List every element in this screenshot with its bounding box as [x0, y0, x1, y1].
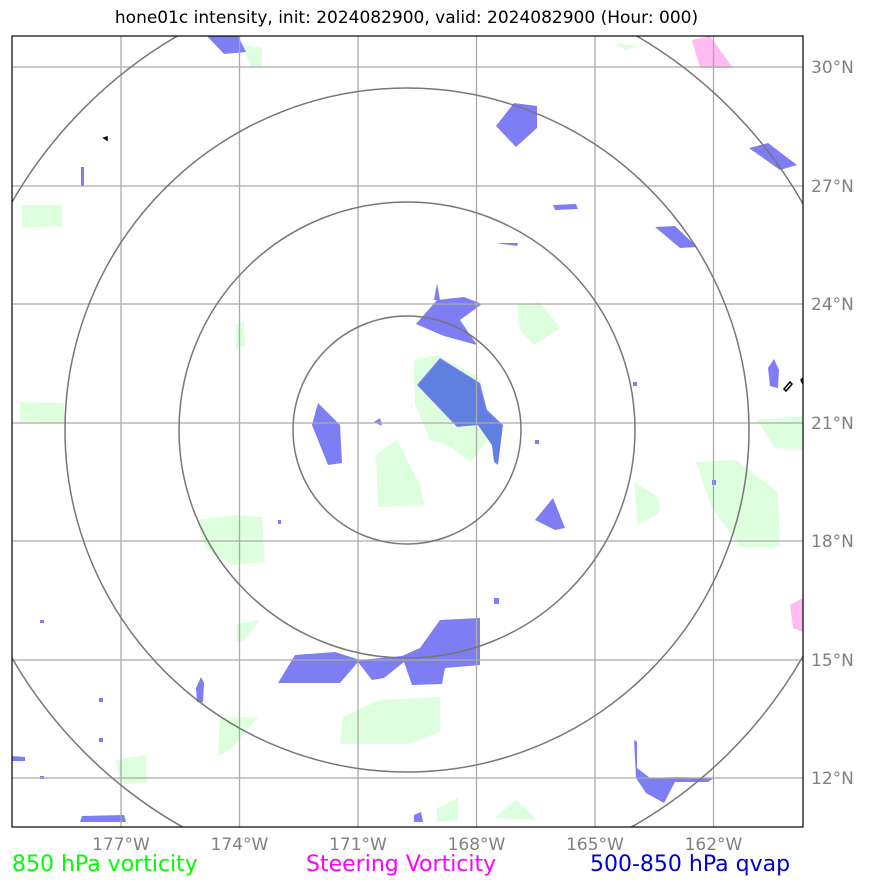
steering-vorticity-regions [692, 36, 803, 632]
lon-label: 171°W [329, 835, 387, 855]
lon-label: 174°W [211, 835, 269, 855]
map-title: hone01c intensity, init: 2024082900, val… [114, 8, 699, 28]
lat-label: 24°N [811, 295, 854, 315]
lon-label: 177°W [92, 835, 150, 855]
lon-label: 168°W [448, 835, 506, 855]
legend-steering-vorticity: Steering Vorticity [306, 852, 497, 877]
map-frame [11, 35, 804, 828]
lat-label: 15°N [811, 651, 854, 671]
island-outlines [102, 135, 803, 393]
lat-label: 12°N [811, 769, 854, 789]
overlap-region [418, 360, 502, 462]
lat-label: 30°N [811, 58, 854, 78]
longitude-labels: 177°W 174°W 171°W 168°W 165°W 162°W [92, 835, 742, 855]
lat-label: 18°N [811, 532, 854, 552]
lon-label: 165°W [566, 835, 624, 855]
latitude-labels: 30°N 27°N 24°N 21°N 18°N 15°N 12°N [811, 58, 854, 789]
legend-850-vorticity: 850 hPa vorticity [12, 852, 198, 877]
lat-label: 27°N [811, 177, 854, 197]
lat-label: 21°N [811, 414, 854, 434]
lon-label: 162°W [685, 835, 743, 855]
graticule-lines [12, 36, 803, 827]
legend-qvap: 500-850 hPa qvap [590, 852, 791, 877]
vorticity-850-regions [20, 43, 803, 822]
